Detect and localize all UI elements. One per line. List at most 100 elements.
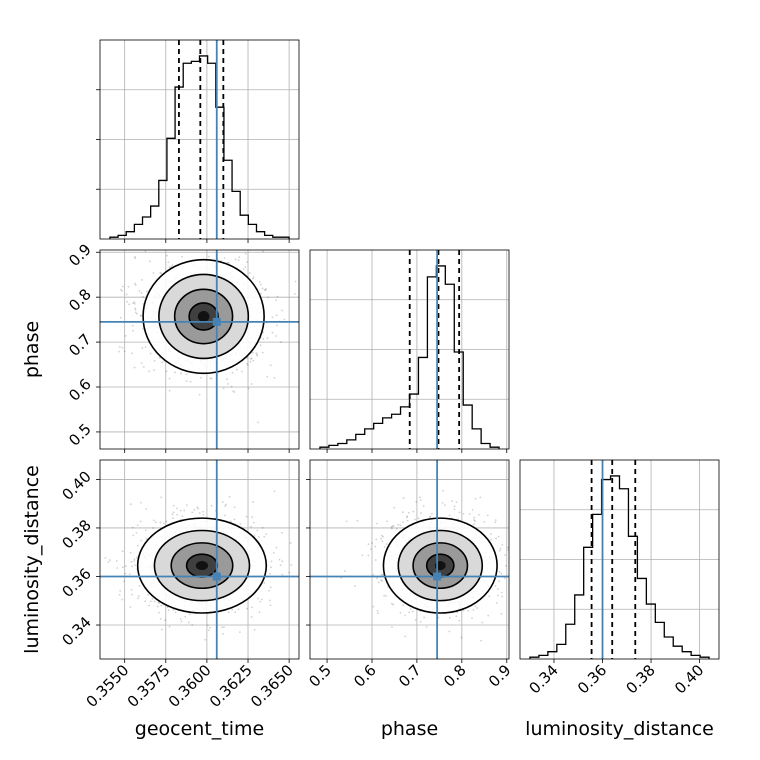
sample-point bbox=[278, 558, 281, 561]
sample-point bbox=[460, 636, 463, 639]
sample-point bbox=[160, 496, 163, 499]
x-tick-label: 0.8 bbox=[440, 661, 470, 691]
sample-point bbox=[273, 376, 276, 379]
sample-point bbox=[247, 387, 250, 390]
sample-point bbox=[474, 520, 476, 522]
sample-point bbox=[361, 554, 364, 557]
sample-point bbox=[275, 546, 278, 549]
sample-point bbox=[261, 351, 264, 354]
sample-point bbox=[151, 248, 153, 250]
sample-point bbox=[399, 524, 402, 527]
sample-point bbox=[133, 560, 136, 562]
sample-point bbox=[498, 580, 500, 583]
sample-point bbox=[406, 515, 409, 518]
density-panel-geocent_time-luminosity_distance bbox=[96, 490, 304, 641]
sample-point bbox=[151, 597, 154, 600]
sample-point bbox=[134, 311, 137, 314]
x-tick-label: 0.36 bbox=[574, 661, 610, 697]
sample-point bbox=[377, 581, 380, 584]
histogram-panel-phase bbox=[309, 249, 510, 450]
density-contour bbox=[195, 561, 209, 571]
x-tick-label: 0.7 bbox=[395, 661, 425, 691]
sample-point bbox=[145, 529, 147, 532]
sample-point bbox=[237, 259, 240, 261]
sample-point bbox=[122, 285, 124, 288]
sample-point bbox=[179, 618, 182, 620]
sample-point bbox=[293, 293, 296, 295]
sample-point bbox=[294, 280, 297, 283]
sample-point bbox=[242, 268, 245, 271]
x-tick-label: 0.3625 bbox=[206, 661, 256, 711]
sample-point bbox=[270, 560, 273, 563]
sample-point bbox=[210, 248, 212, 250]
sample-point bbox=[495, 601, 498, 604]
sample-point bbox=[467, 609, 469, 612]
sample-point bbox=[181, 515, 184, 518]
sample-point bbox=[118, 593, 121, 596]
sample-point bbox=[138, 585, 141, 587]
sample-point bbox=[477, 513, 480, 516]
sample-point bbox=[487, 614, 490, 617]
sample-point bbox=[494, 521, 497, 524]
sample-point bbox=[139, 520, 142, 523]
sample-point bbox=[241, 370, 243, 373]
sample-point bbox=[236, 368, 238, 371]
sample-point bbox=[129, 606, 132, 609]
sample-point bbox=[252, 359, 255, 362]
sample-point bbox=[468, 513, 471, 516]
sample-point bbox=[121, 346, 124, 349]
sample-point bbox=[209, 377, 212, 380]
sample-point bbox=[176, 244, 178, 246]
sample-point bbox=[246, 607, 248, 610]
x-axis-label: phase bbox=[381, 718, 438, 740]
sample-point bbox=[96, 558, 98, 560]
sample-point bbox=[234, 258, 237, 261]
density-frame bbox=[99, 459, 300, 660]
sample-point bbox=[497, 594, 499, 597]
sample-point bbox=[104, 557, 107, 559]
sample-point bbox=[121, 598, 124, 601]
sample-point bbox=[271, 331, 274, 334]
sample-point bbox=[280, 341, 282, 343]
sample-point bbox=[222, 632, 224, 635]
sample-point bbox=[455, 615, 458, 618]
sample-point bbox=[197, 507, 200, 510]
sample-point bbox=[181, 255, 183, 258]
sample-point bbox=[275, 314, 278, 317]
sample-point bbox=[525, 580, 527, 582]
sample-point bbox=[138, 289, 141, 292]
sample-point bbox=[239, 522, 242, 525]
sample-point bbox=[137, 597, 139, 600]
truth-marker bbox=[433, 572, 442, 581]
sample-point bbox=[444, 504, 446, 507]
truth-marker bbox=[212, 317, 221, 326]
sample-point bbox=[128, 303, 131, 306]
sample-point bbox=[302, 563, 304, 565]
sample-point bbox=[116, 567, 119, 569]
sample-point bbox=[154, 521, 157, 523]
sample-point bbox=[494, 519, 497, 522]
sample-point bbox=[144, 346, 147, 348]
sample-point bbox=[152, 519, 155, 522]
sample-point bbox=[442, 489, 444, 492]
sample-point bbox=[246, 357, 249, 359]
sample-point bbox=[168, 377, 171, 380]
sample-point bbox=[259, 344, 262, 347]
sample-point bbox=[152, 186, 154, 188]
sample-point bbox=[131, 593, 134, 596]
sample-point bbox=[266, 337, 269, 339]
sample-point bbox=[231, 371, 234, 374]
sample-point bbox=[480, 639, 483, 642]
sample-point bbox=[504, 554, 507, 557]
sample-point bbox=[270, 566, 272, 569]
sample-point bbox=[423, 616, 426, 619]
sample-point bbox=[483, 520, 486, 523]
sample-point bbox=[133, 366, 136, 369]
sample-point bbox=[275, 335, 278, 337]
sample-point bbox=[160, 604, 163, 607]
histogram-panel-geocent_time bbox=[99, 39, 300, 240]
sample-point bbox=[498, 549, 501, 552]
sample-point bbox=[199, 376, 202, 379]
sample-point bbox=[401, 511, 404, 514]
histogram-step bbox=[529, 475, 710, 659]
